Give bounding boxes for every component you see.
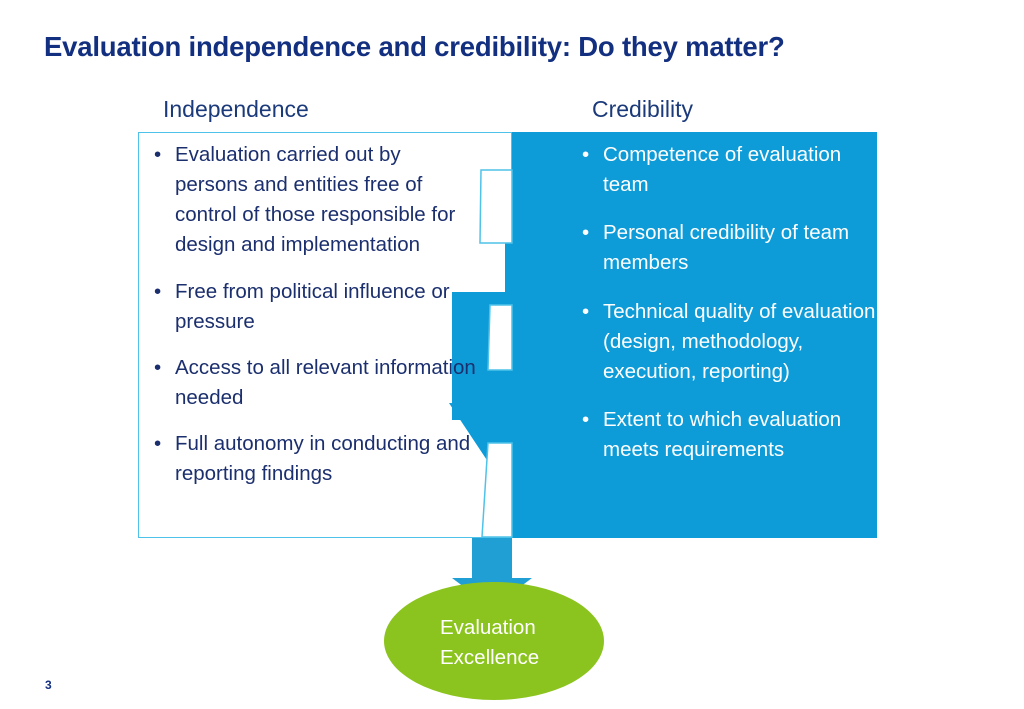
list-item-label: Free from political influence or pressur… <box>175 279 450 333</box>
bullet-icon: • <box>154 143 162 166</box>
independence-bullet-list: • Evaluation carried out by persons and … <box>148 140 478 505</box>
bullet-icon: • <box>582 221 590 245</box>
list-item-label: Access to all relevant information neede… <box>175 355 476 409</box>
list-item: • Free from political influence or press… <box>148 277 478 337</box>
page-number: 3 <box>45 678 52 692</box>
evaluation-excellence-label: Evaluation Excellence <box>440 613 600 672</box>
list-item: • Access to all relevant information nee… <box>148 353 478 413</box>
list-item-label: Full autonomy in conducting and reportin… <box>175 432 471 486</box>
list-item: • Extent to which evaluation meets requi… <box>576 405 876 465</box>
column-header-credibility: Credibility <box>592 96 693 122</box>
list-item: • Full autonomy in conducting and report… <box>148 429 478 489</box>
bullet-icon: • <box>154 355 162 379</box>
page-title: Evaluation independence and credibility:… <box>44 31 785 62</box>
list-item: • Competence of evaluation team <box>576 140 876 200</box>
list-item-label: Competence of evaluation team <box>603 143 842 197</box>
list-item: • Technical quality of evaluation (desig… <box>576 297 876 387</box>
list-item-label: Personal credibility of team members <box>603 221 850 275</box>
column-header-independence: Independence <box>163 96 309 122</box>
list-item-label: Extent to which evaluation meets require… <box>603 407 842 461</box>
outcome-line-1: Evaluation <box>440 616 536 639</box>
bullet-icon: • <box>582 143 590 166</box>
bullet-icon: • <box>154 279 162 303</box>
list-item: • Personal credibility of team members <box>576 218 876 278</box>
outcome-line-2: Excellence <box>440 645 540 669</box>
bullet-icon: • <box>154 432 162 455</box>
credibility-bullet-list: • Competence of evaluation team • Person… <box>576 140 876 483</box>
list-item-label: Technical quality of evaluation (design,… <box>603 299 876 383</box>
list-item-label: Evaluation carried out by persons and en… <box>175 143 456 257</box>
bullet-icon: • <box>582 299 590 323</box>
bullet-icon: • <box>582 407 590 431</box>
list-item: • Evaluation carried out by persons and … <box>148 140 478 261</box>
